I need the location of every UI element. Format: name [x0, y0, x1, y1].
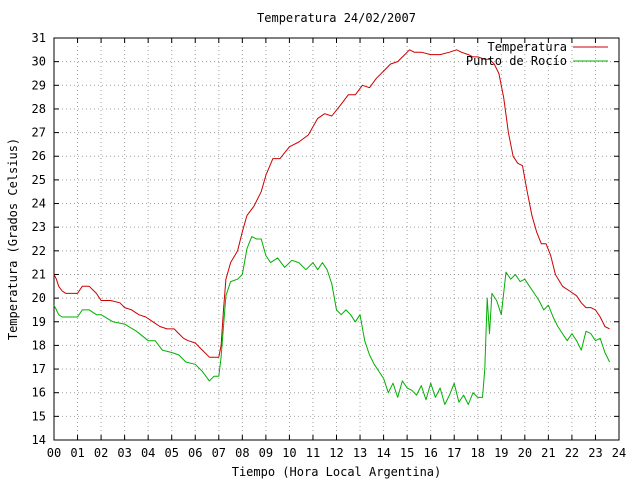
x-tick-label: 24: [612, 446, 626, 460]
y-axis-tick-labels: 14 15 16 17 18 19 20 21 22 23 24 25 26 27 28 29 30 31: [32, 31, 46, 447]
x-tick-label: 14: [376, 446, 390, 460]
x-axis-tick-labels: 00 01 02 03 04 05 06 07 08 09 10 11 12 13 14 15 16 17 18 19…: [47, 446, 626, 460]
y-tick-label: 26: [32, 149, 46, 163]
x-tick-label: 01: [70, 446, 84, 460]
y-tick-label: 28: [32, 102, 46, 116]
x-tick-label: 00: [47, 446, 61, 460]
axis-ticks: [53, 37, 620, 441]
x-tick-label: 18: [471, 446, 485, 460]
legend-label-1: Punto de Rocío: [466, 54, 567, 68]
series-lines: [53, 49, 611, 405]
y-axis-label: Temperatura (Grados Celsius): [6, 138, 20, 340]
x-tick-label: 20: [518, 446, 532, 460]
x-tick-label: 07: [212, 446, 226, 460]
x-tick-label: 10: [282, 446, 296, 460]
x-tick-label: 03: [117, 446, 131, 460]
y-tick-label: 22: [32, 244, 46, 258]
y-tick-label: 23: [32, 220, 46, 234]
y-tick-label: 19: [32, 315, 46, 329]
y-tick-label: 25: [32, 173, 46, 187]
x-tick-label: 13: [353, 446, 367, 460]
chart-title: Temperatura 24/02/2007: [257, 11, 416, 25]
x-tick-label: 06: [188, 446, 202, 460]
x-tick-label: 22: [565, 446, 579, 460]
x-tick-label: 23: [588, 446, 602, 460]
y-tick-label: 27: [32, 126, 46, 140]
series-line-1: [53, 236, 611, 405]
grid: [54, 38, 619, 440]
x-tick-label: 12: [329, 446, 343, 460]
x-tick-label: 16: [423, 446, 437, 460]
y-tick-label: 16: [32, 386, 46, 400]
y-tick-label: 18: [32, 338, 46, 352]
x-tick-label: 19: [494, 446, 508, 460]
x-tick-label: 05: [164, 446, 178, 460]
x-tick-label: 15: [400, 446, 414, 460]
x-tick-label: 04: [141, 446, 155, 460]
series-line-0: [53, 49, 610, 358]
x-tick-label: 02: [94, 446, 108, 460]
x-axis-label: Tiempo (Hora Local Argentina): [232, 465, 442, 479]
x-tick-label: 17: [447, 446, 461, 460]
y-tick-label: 20: [32, 291, 46, 305]
y-tick-label: 24: [32, 197, 46, 211]
y-tick-label: 30: [32, 55, 46, 69]
x-tick-label: 08: [235, 446, 249, 460]
x-tick-label: 11: [306, 446, 320, 460]
y-tick-label: 15: [32, 409, 46, 423]
y-tick-label: 17: [32, 362, 46, 376]
y-tick-label: 21: [32, 267, 46, 281]
legend-label-0: Temperatura: [488, 40, 567, 54]
x-tick-label: 09: [259, 446, 273, 460]
x-tick-label: 21: [541, 446, 555, 460]
y-tick-label: 14: [32, 433, 46, 447]
y-tick-label: 29: [32, 78, 46, 92]
y-tick-label: 31: [32, 31, 46, 45]
